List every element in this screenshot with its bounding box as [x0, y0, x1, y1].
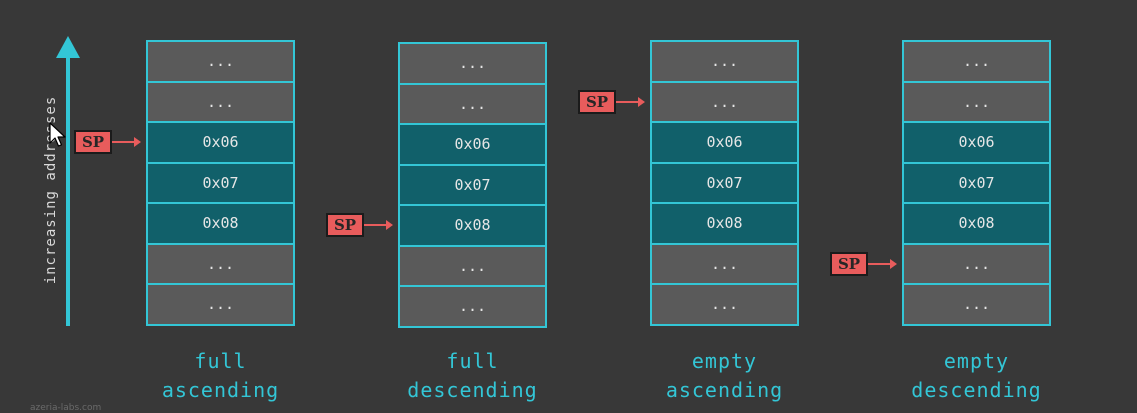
stack-cell: ... — [398, 82, 547, 125]
stack-cell: ... — [650, 283, 799, 326]
stack-full-ascending: ...... 0x06 0x07 0x08...... — [146, 40, 295, 326]
caption-line-2: descending — [407, 378, 538, 402]
stack-cell: 0x06 — [902, 121, 1051, 164]
stack-cell: 0x07 — [650, 161, 799, 204]
stack-pointer-arrow-icon — [616, 96, 645, 107]
mouse-cursor-icon — [49, 122, 66, 147]
stack-cell: ... — [398, 285, 547, 328]
stack-full-descending: ...... 0x06 0x07 0x08...... — [398, 42, 547, 328]
stack-cell: ... — [902, 80, 1051, 123]
stack-pointer-arrow-icon — [868, 258, 897, 269]
stack-cell: 0x08 — [902, 202, 1051, 245]
stack-pointer-arrow-icon — [364, 220, 393, 231]
stack-caption: empty descending — [877, 347, 1077, 405]
stack-pointer-arrow-icon — [112, 137, 141, 148]
stack-cell: ... — [146, 242, 295, 285]
stack-cell: ... — [398, 244, 547, 287]
stack-cell: ... — [650, 80, 799, 123]
stack-cell: 0x08 — [146, 202, 295, 245]
caption-line-1: empty — [691, 349, 758, 373]
address-axis-line — [66, 52, 70, 326]
stack-cell: 0x07 — [398, 163, 547, 206]
stack-cell: ... — [902, 40, 1051, 83]
stack-cell: 0x06 — [146, 121, 295, 164]
stack-cell: ... — [146, 283, 295, 326]
stack-cell: 0x06 — [650, 121, 799, 164]
stack-pointer-label: SP — [578, 89, 616, 114]
stack-empty-descending: ...... 0x06 0x07 0x08...... — [902, 40, 1051, 326]
stack-cell: ... — [398, 42, 547, 85]
caption-line-2: descending — [911, 378, 1042, 402]
stack-cell: 0x07 — [146, 161, 295, 204]
caption-line-1: full — [194, 349, 247, 373]
stack-empty-ascending: ...... 0x06 0x07 0x08...... — [650, 40, 799, 326]
stack-cell: ... — [146, 40, 295, 83]
caption-line-1: full — [446, 349, 499, 373]
axis-label: increasing addresses — [43, 95, 59, 285]
stack-pointer-label: SP — [326, 213, 364, 238]
stack-cell: 0x08 — [398, 204, 547, 247]
stack-cell: 0x06 — [398, 123, 547, 166]
stack-cell: ... — [902, 242, 1051, 285]
stack-cell: ... — [650, 40, 799, 83]
stack-caption: full ascending — [121, 347, 321, 405]
stack-cell: 0x08 — [650, 202, 799, 245]
stack-caption: empty ascending — [625, 347, 825, 405]
stack-cell: ... — [146, 80, 295, 123]
stack-pointer-label: SP — [830, 251, 868, 276]
caption-line-2: ascending — [161, 378, 280, 402]
stack-cell: 0x07 — [902, 161, 1051, 204]
watermark: azeria-labs.com — [30, 403, 102, 413]
stack-cell: ... — [902, 283, 1051, 326]
up-arrow-icon — [56, 36, 80, 58]
stack-pointer-label: SP — [74, 130, 112, 155]
caption-line-2: ascending — [665, 378, 784, 402]
stack-cell: ... — [650, 242, 799, 285]
stack-caption: full descending — [373, 347, 573, 405]
caption-line-1: empty — [943, 349, 1010, 373]
